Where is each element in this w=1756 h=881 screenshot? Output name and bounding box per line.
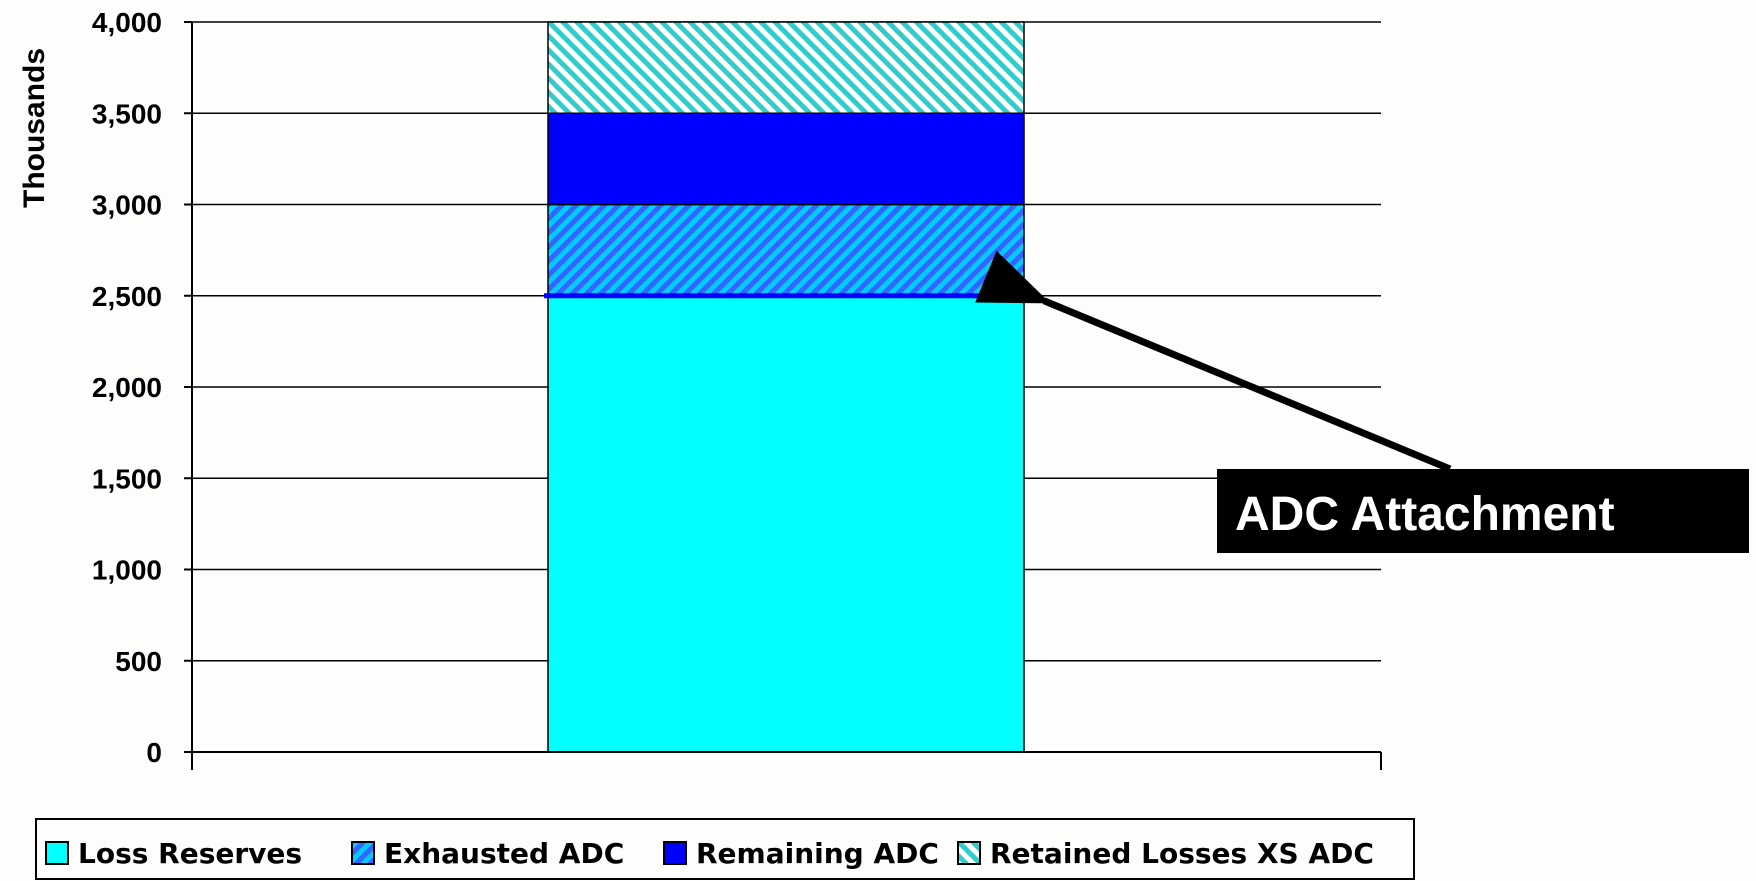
- y-axis-title: Thousands: [18, 48, 51, 208]
- legend-label: Retained Losses XS ADC: [990, 837, 1374, 870]
- callout-box: [1217, 469, 1749, 553]
- y-tick-label: 1,500: [92, 463, 162, 494]
- axes: [191, 22, 1382, 770]
- y-tick-label: 3,000: [92, 190, 162, 221]
- y-tick-label: 1,000: [92, 555, 162, 586]
- y-tick-label: 4,000: [92, 7, 162, 38]
- bars: [547, 21, 1025, 753]
- callout-arrow: [975, 250, 1452, 473]
- y-tick-labels: 0 500 1,000 1,500 2,000 2,500 3,000 3,500 4,000: [92, 7, 162, 768]
- legend-label: Remaining ADC: [696, 837, 939, 870]
- y-tick-label: 2,500: [92, 281, 162, 312]
- y-tick-label: 0: [146, 737, 162, 768]
- legend-swatch: [663, 841, 687, 865]
- legend-box: [35, 818, 1415, 880]
- bar-segment-loss-reserves: [547, 295, 1025, 753]
- bar-segment-remaining-adc: [547, 112, 1025, 206]
- bar-segment-exhausted-adc: [547, 203, 1025, 297]
- legend-swatch: [957, 841, 981, 865]
- y-tick-label: 500: [115, 646, 162, 677]
- legend: Loss Reserves Exhausted ADC Remaining ADC R…: [45, 837, 1374, 870]
- legend-label: Loss Reserves: [78, 837, 302, 870]
- legend-label: Exhausted ADC: [384, 837, 624, 870]
- y-tick-label: 3,500: [92, 98, 162, 129]
- y-tick-label: 2,000: [92, 372, 162, 403]
- callout-label: ADC Attachment: [1235, 488, 1615, 541]
- legend-swatch: [351, 841, 375, 865]
- bar-segment-retained-losses-xs-adc: [547, 21, 1025, 114]
- legend-swatch: [45, 841, 69, 865]
